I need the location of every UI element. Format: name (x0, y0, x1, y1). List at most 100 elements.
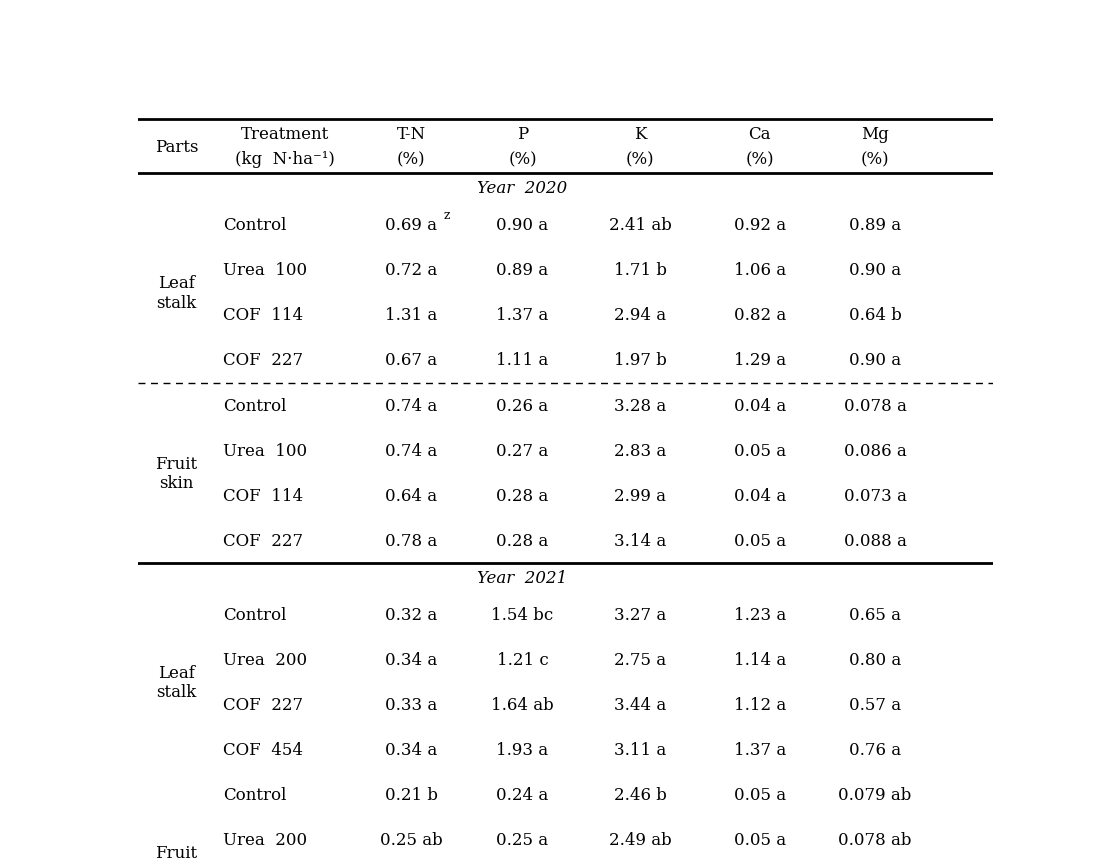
Text: 3.44 a: 3.44 a (614, 697, 666, 713)
Text: COF  114: COF 114 (223, 487, 303, 505)
Text: 1.64 ab: 1.64 ab (491, 697, 554, 713)
Text: 1.37 a: 1.37 a (496, 307, 548, 324)
Text: z: z (443, 209, 450, 222)
Text: 1.29 a: 1.29 a (733, 352, 785, 369)
Text: 0.04 a: 0.04 a (733, 397, 785, 414)
Text: 0.64 a: 0.64 a (385, 487, 438, 505)
Text: 0.90 a: 0.90 a (849, 262, 901, 279)
Text: 0.34 a: 0.34 a (385, 741, 438, 759)
Text: 0.05 a: 0.05 a (733, 832, 785, 848)
Text: Mg: Mg (861, 126, 889, 143)
Text: Control: Control (223, 606, 287, 623)
Text: 0.073 a: 0.073 a (844, 487, 907, 505)
Text: 1.54 bc: 1.54 bc (492, 606, 554, 623)
Text: 0.078 ab: 0.078 ab (838, 832, 912, 848)
Text: 0.67 a: 0.67 a (385, 352, 438, 369)
Text: 0.24 a: 0.24 a (496, 786, 548, 803)
Text: 0.04 a: 0.04 a (733, 487, 785, 505)
Text: 1.97 b: 1.97 b (613, 352, 666, 369)
Text: Ca: Ca (749, 126, 771, 143)
Text: 0.69 a: 0.69 a (385, 217, 438, 234)
Text: Parts: Parts (154, 139, 199, 156)
Text: 3.14 a: 3.14 a (614, 532, 666, 549)
Text: 0.82 a: 0.82 a (733, 307, 785, 324)
Text: COF  227: COF 227 (223, 697, 303, 713)
Text: 2.46 b: 2.46 b (613, 786, 666, 803)
Text: 0.27 a: 0.27 a (496, 443, 548, 459)
Text: 1.31 a: 1.31 a (385, 307, 438, 324)
Text: 1.37 a: 1.37 a (733, 741, 785, 759)
Text: 0.74 a: 0.74 a (385, 443, 438, 459)
Text: 3.11 a: 3.11 a (614, 741, 666, 759)
Text: 0.74 a: 0.74 a (385, 397, 438, 414)
Text: 1.21 c: 1.21 c (496, 651, 548, 668)
Text: 1.14 a: 1.14 a (733, 651, 785, 668)
Text: Urea  100: Urea 100 (223, 262, 308, 279)
Text: 0.57 a: 0.57 a (849, 697, 901, 713)
Text: 0.086 a: 0.086 a (844, 443, 907, 459)
Text: Urea  200: Urea 200 (223, 832, 308, 848)
Text: 0.05 a: 0.05 a (733, 786, 785, 803)
Text: 0.76 a: 0.76 a (849, 741, 901, 759)
Text: Urea  200: Urea 200 (223, 651, 308, 668)
Text: (%): (%) (746, 151, 774, 168)
Text: 1.71 b: 1.71 b (613, 262, 666, 279)
Text: Control: Control (223, 786, 287, 803)
Text: COF  114: COF 114 (223, 307, 303, 324)
Text: P: P (517, 126, 528, 143)
Text: Leaf
stalk: Leaf stalk (157, 275, 196, 311)
Text: Fruit
skin: Fruit skin (156, 455, 197, 492)
Text: Year  2021: Year 2021 (478, 569, 568, 586)
Text: 0.05 a: 0.05 a (733, 443, 785, 459)
Text: 1.23 a: 1.23 a (733, 606, 785, 623)
Text: (%): (%) (625, 151, 654, 168)
Text: COF  227: COF 227 (223, 532, 303, 549)
Text: 0.25 ab: 0.25 ab (381, 832, 442, 848)
Text: 0.72 a: 0.72 a (385, 262, 438, 279)
Text: Urea  100: Urea 100 (223, 443, 308, 459)
Text: 0.89 a: 0.89 a (849, 217, 901, 234)
Text: 1.93 a: 1.93 a (496, 741, 548, 759)
Text: COF  227: COF 227 (223, 352, 303, 369)
Text: 2.99 a: 2.99 a (614, 487, 666, 505)
Text: Treatment: Treatment (242, 126, 330, 143)
Text: 0.65 a: 0.65 a (849, 606, 901, 623)
Text: 0.21 b: 0.21 b (385, 786, 438, 803)
Text: 0.90 a: 0.90 a (849, 352, 901, 369)
Text: Leaf
stalk: Leaf stalk (157, 664, 196, 700)
Text: Control: Control (223, 397, 287, 414)
Text: 0.78 a: 0.78 a (385, 532, 438, 549)
Text: 0.33 a: 0.33 a (385, 697, 438, 713)
Text: 1.11 a: 1.11 a (496, 352, 548, 369)
Text: 2.41 ab: 2.41 ab (609, 217, 672, 234)
Text: 0.078 a: 0.078 a (844, 397, 907, 414)
Text: Fruit
skin: Fruit skin (156, 844, 197, 861)
Text: T-N: T-N (397, 126, 426, 143)
Text: 0.92 a: 0.92 a (733, 217, 785, 234)
Text: Control: Control (223, 217, 287, 234)
Text: 2.83 a: 2.83 a (614, 443, 666, 459)
Text: 3.28 a: 3.28 a (614, 397, 666, 414)
Text: 0.28 a: 0.28 a (496, 532, 548, 549)
Text: 0.05 a: 0.05 a (733, 532, 785, 549)
Text: 2.94 a: 2.94 a (614, 307, 666, 324)
Text: 0.90 a: 0.90 a (496, 217, 548, 234)
Text: 0.34 a: 0.34 a (385, 651, 438, 668)
Text: 2.75 a: 2.75 a (614, 651, 666, 668)
Text: 3.27 a: 3.27 a (614, 606, 666, 623)
Text: 0.80 a: 0.80 a (849, 651, 901, 668)
Text: Year  2020: Year 2020 (478, 180, 568, 197)
Text: 0.079 ab: 0.079 ab (838, 786, 912, 803)
Text: (%): (%) (860, 151, 889, 168)
Text: 0.28 a: 0.28 a (496, 487, 548, 505)
Text: 0.088 a: 0.088 a (844, 532, 907, 549)
Text: COF  454: COF 454 (223, 741, 303, 759)
Text: 1.06 a: 1.06 a (733, 262, 785, 279)
Text: 0.89 a: 0.89 a (496, 262, 548, 279)
Text: (%): (%) (508, 151, 537, 168)
Text: (kg  N·ha⁻¹): (kg N·ha⁻¹) (235, 151, 335, 168)
Text: 2.49 ab: 2.49 ab (609, 832, 672, 848)
Text: 0.32 a: 0.32 a (385, 606, 438, 623)
Text: K: K (634, 126, 646, 143)
Text: 0.25 a: 0.25 a (496, 832, 548, 848)
